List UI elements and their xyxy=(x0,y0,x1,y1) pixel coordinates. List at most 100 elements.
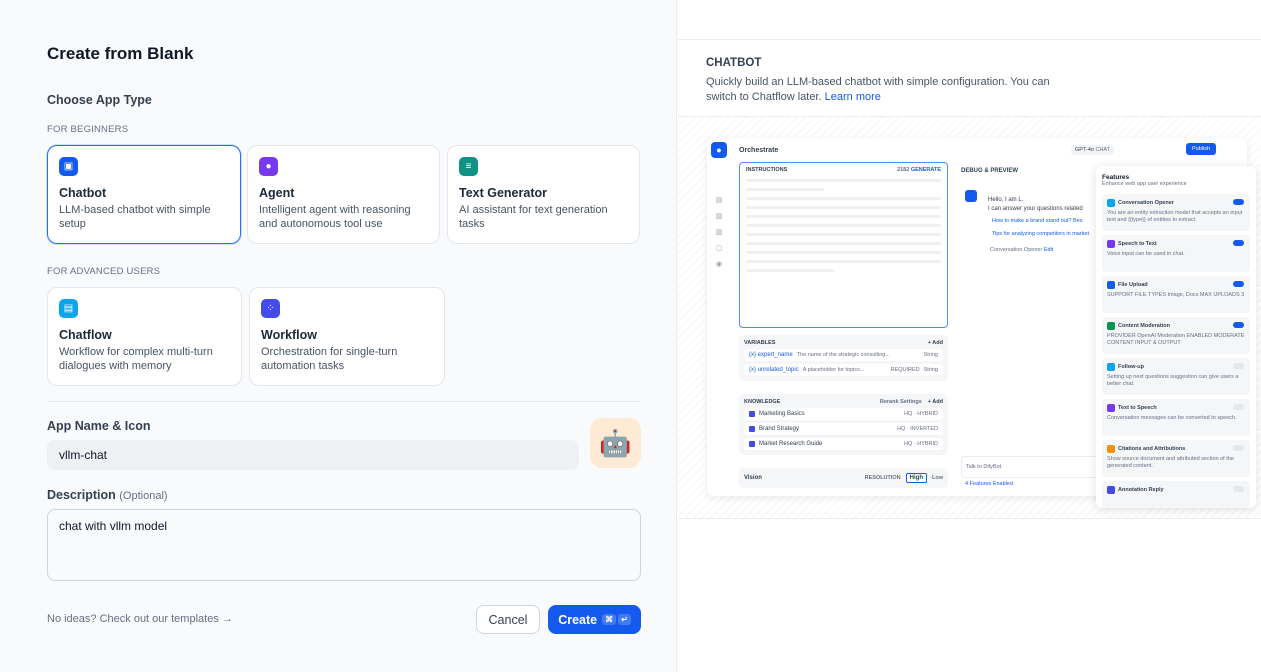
feature-icon xyxy=(1107,322,1115,330)
feature-toggle xyxy=(1233,486,1244,492)
chat-input: Talk to DifyBot xyxy=(961,456,1101,478)
feature-desc: SUPPORT FILE TYPES Image, Docs MAX UPLOA… xyxy=(1107,292,1245,298)
feature-item: Conversation Opener You are an entity ext… xyxy=(1102,194,1250,231)
card-title: Workflow xyxy=(261,328,318,342)
card-desc: LLM-based chatbot with simple setup xyxy=(59,204,211,230)
feature-label: File Upload xyxy=(1118,282,1148,288)
description-textarea[interactable]: chat with vllm model xyxy=(47,509,641,581)
feature-icon xyxy=(1107,486,1115,494)
add-variable: + Add xyxy=(927,340,943,346)
templates-link[interactable]: No ideas? Check out our templates → xyxy=(47,613,233,625)
doc-icon xyxy=(749,426,755,432)
app-type-workflow[interactable]: ⁘ Workflow Orchestration for single-turn… xyxy=(249,287,445,386)
publish-button: Publish xyxy=(1186,143,1217,155)
feature-label: Annotation Reply xyxy=(1118,487,1164,493)
feature-desc: Conversation messages can be converted t… xyxy=(1107,415,1237,421)
debug-preview-label: DEBUG & PREVIEW xyxy=(961,168,1019,174)
feature-label: Conversation Opener xyxy=(1118,200,1174,206)
bot-greeting: Hello, I am L. I can answer your question… xyxy=(988,196,1083,214)
app-type-text-generator[interactable]: ≡ Text Generator AI assistant for text g… xyxy=(447,145,640,244)
features-enabled: 4 Features Enabled xyxy=(965,481,1014,487)
var-type: String xyxy=(923,367,938,373)
features-title: Features xyxy=(1102,174,1130,181)
app-name-label: App Name & Icon xyxy=(47,419,151,433)
cancel-button[interactable]: Cancel xyxy=(476,605,540,634)
app-type-chatbot[interactable]: ▣ Chatbot LLM-based chatbot with simple … xyxy=(47,145,241,244)
card-title: Agent xyxy=(259,186,295,200)
feature-name: Content Moderation xyxy=(1107,322,1245,330)
feature-icon xyxy=(1107,240,1115,248)
knowledge-label: KNOWLEDGE xyxy=(744,399,781,405)
feature-icon xyxy=(1107,363,1115,371)
bot-avatar xyxy=(965,190,977,202)
instructions-label: INSTRUCTIONS xyxy=(746,167,788,173)
var-required: REQUIRED xyxy=(890,367,920,373)
suggested-question: How to make a brand stand out? Bes xyxy=(992,218,1083,224)
variables-section: VARIABLES + Add {x} expert_name The name o… xyxy=(739,335,948,381)
doc-tag: HQ · HYBRID xyxy=(904,411,938,417)
doc-name: Brand Strategy xyxy=(759,426,800,432)
instructions-box: INSTRUCTIONS 2182 GENERATE xyxy=(739,162,948,328)
doc-tag: HQ · HYBRID xyxy=(904,441,938,447)
var-key: {x} expert_name xyxy=(749,352,793,358)
doc-icon xyxy=(749,441,755,447)
app-name-input[interactable]: vllm-chat xyxy=(47,440,579,470)
knowledge-section: KNOWLEDGE Rerank Settings + Add Marketing … xyxy=(739,394,948,455)
feature-item: Text to Speech Conversation messages can … xyxy=(1102,399,1250,436)
create-label: Create xyxy=(558,612,598,627)
agent-icon: ● xyxy=(259,157,278,176)
feature-name: File Upload xyxy=(1107,281,1245,289)
features-panel: Features Enhance web app user experience… xyxy=(1096,166,1256,508)
card-desc: Orchestration for single-turn automation… xyxy=(261,346,398,372)
vision-label: Vision xyxy=(744,475,762,481)
feature-desc: Voice input can be used in chat. xyxy=(1107,251,1185,257)
choose-app-type-label: Choose App Type xyxy=(47,93,152,107)
chatbot-icon: ▣ xyxy=(59,157,78,176)
feature-name: Speech to Text xyxy=(1107,240,1245,248)
feature-desc: PROVIDER OpenAI Moderation ENABLED MODER… xyxy=(1107,333,1245,346)
feature-toggle xyxy=(1233,363,1244,369)
feature-desc: Setting up next questions suggestion can… xyxy=(1107,374,1239,387)
description-label: Description (Optional) xyxy=(47,488,168,502)
app-type-agent[interactable]: ● Agent Intelligent agent with reasoning… xyxy=(247,145,440,244)
var-key: {x} unrelated_topic xyxy=(749,367,799,373)
char-count: 2182 xyxy=(897,167,910,173)
feature-icon xyxy=(1107,404,1115,412)
feature-toggle xyxy=(1233,240,1244,246)
model-selector: GPT-4o CHAT xyxy=(1071,145,1115,155)
generate-button: GENERATE xyxy=(910,167,941,173)
feature-item: Annotation Reply xyxy=(1102,481,1250,508)
resolution-label: RESOLUTION xyxy=(864,475,901,481)
greeting-line: Hello, I am L. xyxy=(988,197,1024,203)
feature-icon xyxy=(1107,445,1115,453)
learn-more-link[interactable]: Learn more xyxy=(824,91,881,103)
var-desc: The name of the strategic consulting... xyxy=(796,352,890,358)
workflow-icon: ⁘ xyxy=(261,299,280,318)
create-panel: Create from Blank Choose App Type FOR BE… xyxy=(47,0,677,672)
app-type-chatflow[interactable]: ▤ Chatflow Workflow for complex multi-tu… xyxy=(47,287,242,386)
greeting-line: I can answer your questions related xyxy=(988,206,1083,212)
suggested-question: Tips for analyzing competitors in market xyxy=(992,231,1089,237)
feature-desc: You are an entity extraction model that … xyxy=(1107,210,1243,223)
card-desc: Workflow for complex multi-turn dialogue… xyxy=(59,346,213,372)
feature-label: Text to Speech xyxy=(1118,405,1157,411)
doc-tag: HQ · INVERTED xyxy=(897,426,938,432)
opener-indicator: Conversation Opener Edit xyxy=(990,247,1053,253)
doc-name: Market Research Guide xyxy=(759,441,823,447)
optional-label: (Optional) xyxy=(119,490,168,502)
feature-item: Citations and Attributions Show source do… xyxy=(1102,440,1250,477)
templates-link-text: No ideas? Check out our templates xyxy=(47,613,219,625)
rerank-settings: Rerank Settings xyxy=(879,399,922,405)
app-icon-picker[interactable]: 🤖 xyxy=(590,418,641,468)
feature-toggle xyxy=(1233,445,1244,451)
app-logo-icon: ● xyxy=(711,142,727,158)
app-type-info: CHATBOT Quickly build an LLM-based chatb… xyxy=(678,39,1261,117)
add-knowledge: + Add xyxy=(927,399,943,405)
for-beginners-label: FOR BEGINNERS xyxy=(47,124,129,135)
create-button[interactable]: Create ⌘ ↵ xyxy=(548,605,641,634)
feature-name: Citations and Attributions xyxy=(1107,445,1245,453)
feature-name: Conversation Opener xyxy=(1107,199,1245,207)
model-tag: CHAT xyxy=(1095,147,1111,153)
feature-name: Follow-up xyxy=(1107,363,1245,371)
side-nav-icons: ▤ ▨ ▥ ▢ ◉ xyxy=(715,197,723,268)
